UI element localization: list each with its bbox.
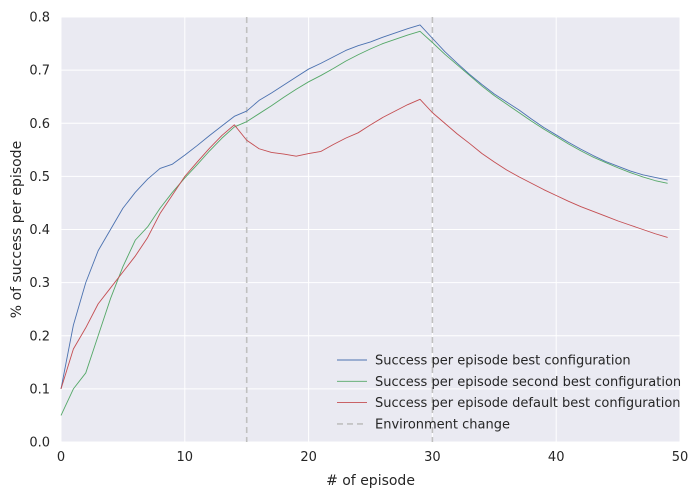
y-tick-label: 0.3: [29, 276, 50, 291]
y-tick-label: 0.2: [29, 329, 50, 344]
y-axis-ticks: 0.0 0.1 0.2 0.3 0.4 0.5 0.6 0.7 0.8: [29, 11, 50, 451]
y-axis-label: % of success per episode: [9, 141, 25, 318]
legend: Success per episode best configuration Su…: [337, 354, 681, 432]
environment-change-lines: [245, 17, 434, 442]
x-tick-label: 30: [424, 450, 441, 465]
y-tick-label: 0.0: [29, 436, 50, 451]
y-tick-label: 0.8: [29, 11, 50, 26]
x-tick-label: 10: [177, 450, 194, 465]
y-tick-label: 0.5: [29, 170, 50, 185]
y-tick-label: 0.4: [29, 223, 50, 238]
x-tick-label: 0: [57, 450, 65, 465]
grid-lines: [60, 16, 681, 443]
series-line-2: [60, 30, 668, 416]
legend-label: Environment change: [375, 417, 510, 432]
y-tick-label: 0.7: [29, 64, 50, 79]
series-line-3: [60, 98, 668, 390]
legend-label: Success per episode best configuration: [375, 354, 631, 369]
y-tick-label: 0.1: [29, 382, 50, 397]
x-tick-label: 40: [548, 450, 565, 465]
series-lines: [60, 24, 668, 416]
legend-label: Success per episode second best configur…: [375, 375, 681, 390]
series-line-1: [60, 24, 668, 389]
x-axis-label: # of episode: [326, 473, 415, 489]
x-tick-label: 50: [672, 450, 689, 465]
x-axis-ticks: 0 10 20 30 40 50: [57, 450, 688, 465]
y-tick-label: 0.6: [29, 117, 50, 132]
legend-label: Success per episode default best configu…: [375, 396, 681, 411]
x-tick-label: 20: [300, 450, 317, 465]
